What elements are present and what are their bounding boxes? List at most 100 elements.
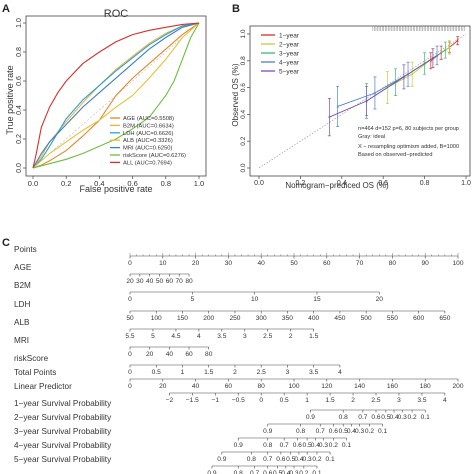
calibration-point-year4: × bbox=[407, 72, 410, 78]
calibration-annotation: n=464 d=152 p=6, 80 subjects per group bbox=[358, 126, 459, 132]
nomogram-tick-label: 1 bbox=[181, 369, 185, 376]
nomogram-tick-label: 80 bbox=[389, 260, 397, 267]
nomogram-tick-label: 2 bbox=[289, 333, 293, 340]
nomogram-tick-label: 0 bbox=[128, 296, 132, 303]
nomogram-tick-label: 1 bbox=[305, 397, 309, 404]
nomogram-tick-label: 60 bbox=[166, 278, 174, 285]
roc-x-axis-label: False positive rate bbox=[79, 184, 152, 194]
panel-label-c: C bbox=[2, 237, 10, 249]
calibration-line-year5 bbox=[329, 57, 434, 118]
nomogram-tick-label: 4 bbox=[338, 369, 342, 376]
nomogram-tick-label: 4.5 bbox=[171, 333, 180, 340]
nomogram-tick-label: 1.5 bbox=[309, 333, 318, 340]
nomogram-tick-label: 30 bbox=[136, 278, 144, 285]
calibration-chart: Nomogram−prediced OS (%) Observed OS (%)… bbox=[231, 25, 471, 190]
roc-x-tick-label: 0.6 bbox=[127, 179, 137, 188]
calibration-point-year4: × bbox=[436, 53, 439, 59]
nomogram-tick-label: 0.3 bbox=[319, 442, 328, 449]
calibration-point-year5: × bbox=[431, 56, 434, 62]
nomogram-tick-label: 3.5 bbox=[309, 369, 318, 376]
roc-title: ROC bbox=[104, 8, 129, 20]
nomogram-tick-label: 0.9 bbox=[217, 456, 226, 463]
nomogram-tick-label: 0.9 bbox=[306, 414, 315, 421]
nomogram-tick-label: 250 bbox=[229, 315, 240, 322]
nomogram-tick-label: −1.5 bbox=[186, 397, 199, 404]
calibration-point-year3: × bbox=[444, 48, 447, 54]
calibration-legend-label-year3: 3−year bbox=[279, 51, 300, 58]
nomogram-tick-label: 0.6 bbox=[371, 414, 380, 421]
roc-y-axis-label: True positive rate bbox=[5, 65, 15, 134]
calibration-legend-label-year1: 1−year bbox=[279, 33, 300, 40]
nomogram-tick-label: 80 bbox=[205, 351, 213, 358]
nomogram-tick-label: 4 bbox=[443, 397, 447, 404]
calibration-y-tick-label: 0.2 bbox=[240, 136, 247, 145]
nomogram-tick-label: 0.9 bbox=[263, 428, 272, 435]
calibration-point-year5: × bbox=[402, 75, 405, 81]
calibration-point-year1: × bbox=[429, 59, 432, 65]
nomogram-tick-label: 0.7 bbox=[263, 456, 272, 463]
nomogram-tick-label: 150 bbox=[177, 315, 188, 322]
nomogram-row-label: Points bbox=[14, 245, 37, 254]
nomogram-tick-label: 2.5 bbox=[371, 397, 380, 404]
calibration-point-year4: × bbox=[336, 104, 339, 110]
nomogram-tick-label: 0.1 bbox=[325, 456, 334, 463]
calibration-annotation: Gray: ideal bbox=[358, 134, 385, 140]
calibration-legend-label-year2: 2−year bbox=[279, 42, 300, 49]
nomogram-tick-label: 0.6 bbox=[263, 470, 272, 474]
nomogram-row-label: 5−year Survival Probability bbox=[14, 455, 112, 464]
roc-diagonal-reference bbox=[32, 22, 200, 169]
nomogram-tick-label: 0.5 bbox=[303, 442, 312, 449]
nomogram-tick-label: 40 bbox=[192, 383, 200, 390]
nomogram-tick-label: 0.4 bbox=[281, 470, 290, 474]
roc-legend-label-age: AGE (AUC=0.5508) bbox=[123, 116, 174, 122]
calibration-x-tick-label: 1.0 bbox=[461, 180, 471, 187]
nomogram-row-label: AGE bbox=[14, 263, 32, 272]
nomogram-tick-label: 0.2 bbox=[407, 414, 416, 421]
nomogram-tick-label: 60 bbox=[323, 260, 331, 267]
roc-y-tick-label: 0.4 bbox=[16, 105, 23, 115]
calibration-point-year2: × bbox=[386, 86, 389, 92]
calibration-point-year3: × bbox=[394, 80, 397, 86]
nomogram-tick-label: 0.5 bbox=[381, 414, 390, 421]
nomogram-tick-label: −0.5 bbox=[232, 397, 245, 404]
nomogram-tick-label: 20 bbox=[146, 351, 154, 358]
nomogram-tick-label: 3 bbox=[286, 369, 290, 376]
nomogram-tick-label: 0.8 bbox=[247, 456, 256, 463]
nomogram-tick-label: 60 bbox=[185, 351, 193, 358]
nomogram-tick-label: 20 bbox=[376, 296, 384, 303]
nomogram-tick-label: 90 bbox=[422, 260, 430, 267]
roc-curve-all bbox=[32, 22, 200, 169]
nomogram-tick-label: 3 bbox=[397, 397, 401, 404]
nomogram-tick-label: 0.2 bbox=[365, 428, 374, 435]
nomogram-tick-label: 0.5 bbox=[152, 369, 161, 376]
nomogram-tick-label: 5 bbox=[190, 296, 194, 303]
nomogram-tick-label: 0.6 bbox=[329, 428, 338, 435]
roc-y-tick-label: 0.8 bbox=[16, 47, 23, 57]
roc-curve-ldh bbox=[32, 22, 200, 169]
calibration-y-axis-label: Observed OS (%) bbox=[231, 63, 240, 126]
nomogram-tick-label: 0.1 bbox=[421, 414, 430, 421]
nomogram-tick-label: 0.7 bbox=[316, 428, 325, 435]
nomogram-row-label: Total Points bbox=[14, 368, 56, 377]
roc-y-tick-label: 0.6 bbox=[16, 76, 23, 86]
roc-curve-mri bbox=[32, 22, 200, 169]
roc-legend-label-ldh: LDH (AUC=0.6626) bbox=[123, 131, 173, 137]
nomogram-row-label: 4−year Survival Probability bbox=[14, 441, 112, 450]
nomogram-tick-label: 0.8 bbox=[296, 428, 305, 435]
nomogram-row-label: 2−year Survival Probability bbox=[14, 413, 112, 422]
nomogram-tick-label: 2.5 bbox=[263, 333, 272, 340]
nomogram-tick-label: 20 bbox=[159, 383, 167, 390]
nomogram-tick-label: 50 bbox=[156, 278, 164, 285]
calibration-plot-frame bbox=[249, 25, 471, 177]
calibration-y-tick-label: 0.6 bbox=[240, 83, 247, 92]
roc-curve-age bbox=[32, 22, 200, 169]
nomogram-tick-label: 0.5 bbox=[280, 397, 289, 404]
nomogram-tick-label: 70 bbox=[176, 278, 184, 285]
calibration-point-year4: × bbox=[373, 91, 376, 97]
nomogram-tick-label: 0.7 bbox=[250, 470, 259, 474]
nomogram-tick-label: 300 bbox=[256, 315, 267, 322]
panel-label-b: B bbox=[232, 3, 240, 15]
nomogram-tick-label: 0.4 bbox=[311, 442, 320, 449]
calibration-x-tick-label: 0.4 bbox=[337, 180, 347, 187]
